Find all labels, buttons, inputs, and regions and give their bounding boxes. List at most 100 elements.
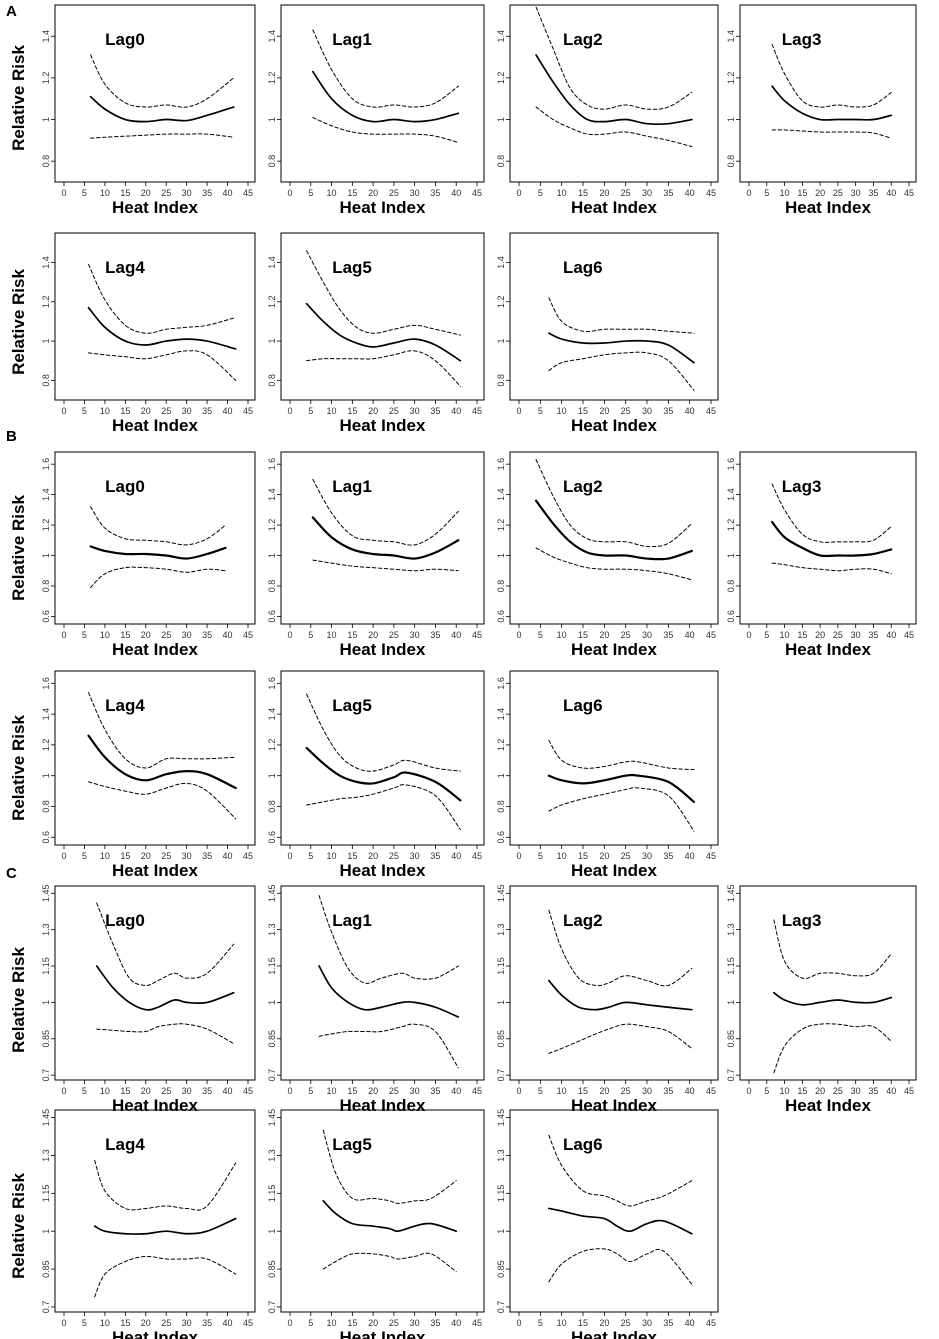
y-tick-label: 1.4 (726, 30, 736, 43)
x-tick-label: 20 (141, 1086, 151, 1096)
panel-c-lag3: Lag3 0.7 0.85 1 1.15 1.3 1.45 0 5 10 15 20 25 30 35 40 4… (726, 885, 917, 1115)
y-tick-label: 1.2 (267, 72, 277, 85)
x-tick-label: 10 (327, 406, 337, 416)
x-tick-label: 10 (100, 630, 110, 640)
x-tick-label: 25 (389, 406, 399, 416)
x-tick-label: 25 (621, 1318, 631, 1328)
y-tick-label: 1 (41, 1000, 51, 1005)
x-tick-label: 10 (100, 1318, 110, 1328)
x-tick-label: 35 (430, 851, 440, 861)
y-tick-label: 1.45 (726, 885, 736, 903)
x-tick-label: 35 (202, 188, 212, 198)
y-tick-label: 1.4 (267, 488, 277, 501)
plot-frame (509, 451, 719, 625)
series-line-lower (306, 350, 461, 387)
y-tick-label: 0.7 (41, 1069, 51, 1082)
panel-title: Lag6 (563, 258, 603, 277)
y-tick-label: 0.8 (267, 155, 277, 168)
y-tick-label: 1.4 (267, 256, 277, 269)
x-tick-label: 40 (223, 630, 233, 640)
series-line-estimate (773, 991, 893, 1006)
x-tick-label: 35 (868, 630, 878, 640)
section-label-a: A (6, 3, 17, 20)
x-tick-label: 45 (243, 1086, 253, 1096)
x-tick-label: 5 (308, 1086, 313, 1096)
x-tick-label: 20 (599, 1086, 609, 1096)
x-tick-label: 15 (347, 406, 357, 416)
plot-frame (739, 451, 917, 625)
series-line-lower (548, 787, 695, 832)
plot-frame (54, 4, 256, 183)
panel-title: Lag4 (105, 1135, 145, 1154)
x-tick-label: 10 (327, 1086, 337, 1096)
panel-title: Lag6 (563, 696, 603, 715)
series-line-upper (548, 297, 695, 334)
y-tick-label: 1.3 (496, 923, 506, 936)
x-tick-label: 15 (578, 630, 588, 640)
x-tick-label: 30 (410, 406, 420, 416)
y-tick-label: 1.2 (41, 519, 51, 532)
y-tick-label: 1.4 (41, 256, 51, 269)
y-tick-label: 0.8 (496, 155, 506, 168)
x-axis-label: Heat Index (112, 1096, 199, 1115)
series-line-estimate (547, 773, 696, 803)
x-tick-label: 5 (538, 630, 543, 640)
plot-frame (280, 4, 485, 183)
y-tick-label: 0.8 (41, 800, 51, 813)
panel-b-lag3: Lag3 0.6 0.8 1 1.2 1.4 1.6 0 5 10 15 20 25 30 35 40 45 He… (726, 451, 917, 659)
series-line-estimate (87, 306, 237, 350)
x-axis-label: Heat Index (785, 640, 872, 659)
x-tick-label: 35 (663, 188, 673, 198)
x-tick-label: 40 (685, 406, 695, 416)
x-tick-label: 20 (599, 630, 609, 640)
panel-a-lag2: Lag2 0.8 1 1.2 1.4 0 5 10 15 20 25 30 35 40 45 Heat Ind… (496, 4, 719, 217)
y-tick-label: 1.4 (41, 30, 51, 43)
y-tick-label: 1 (267, 1000, 277, 1005)
y-tick-label: 1.2 (496, 739, 506, 752)
panel-title: Lag0 (105, 477, 145, 496)
y-tick-label: 1.4 (496, 30, 506, 43)
panel-a-lag0: Lag0 0.8 1 1.2 1.4 0 5 10 15 20 25 30 35 40 45 Heat Ind… (41, 4, 256, 217)
x-tick-label: 5 (308, 1318, 313, 1328)
x-tick-label: 0 (746, 188, 751, 198)
y-tick-label: 1.4 (496, 708, 506, 721)
series-line-estimate (548, 1207, 693, 1235)
y-tick-label: 1.45 (496, 885, 506, 903)
x-tick-label: 20 (141, 851, 151, 861)
plot-frame (280, 451, 485, 625)
x-tick-label: 5 (538, 1086, 543, 1096)
series-line-estimate (548, 979, 693, 1011)
x-tick-label: 35 (663, 1086, 673, 1096)
x-tick-label: 10 (100, 851, 110, 861)
series-line-estimate (534, 499, 693, 561)
y-tick-label: 1.2 (41, 296, 51, 309)
panel-title: Lag2 (563, 477, 603, 496)
y-tick-label: 1.4 (267, 30, 277, 43)
plot-frame (509, 885, 719, 1081)
series-line-upper (548, 739, 695, 771)
series-line-upper (322, 1129, 457, 1204)
x-tick-label: 30 (182, 1086, 192, 1096)
x-tick-label: 35 (663, 406, 673, 416)
x-tick-label: 20 (815, 1086, 825, 1096)
y-tick-label: 1 (267, 1229, 277, 1234)
y-tick-label: 1 (726, 553, 736, 558)
x-tick-label: 0 (61, 630, 66, 640)
x-tick-label: 45 (706, 851, 716, 861)
x-tick-label: 15 (797, 630, 807, 640)
series-line-estimate (87, 734, 237, 790)
series-line-upper (90, 506, 227, 546)
series-line-estimate (89, 545, 227, 560)
x-tick-label: 0 (516, 1318, 521, 1328)
series-line-upper (96, 902, 235, 986)
series-line-lower (94, 1255, 237, 1298)
x-tick-label: 0 (61, 1086, 66, 1096)
x-tick-label: 25 (621, 188, 631, 198)
panel-title: Lag1 (332, 911, 372, 930)
x-tick-label: 0 (61, 1318, 66, 1328)
y-tick-label: 1.6 (267, 677, 277, 690)
x-tick-label: 30 (410, 188, 420, 198)
x-tick-label: 15 (578, 1318, 588, 1328)
x-tick-label: 45 (472, 1086, 482, 1096)
